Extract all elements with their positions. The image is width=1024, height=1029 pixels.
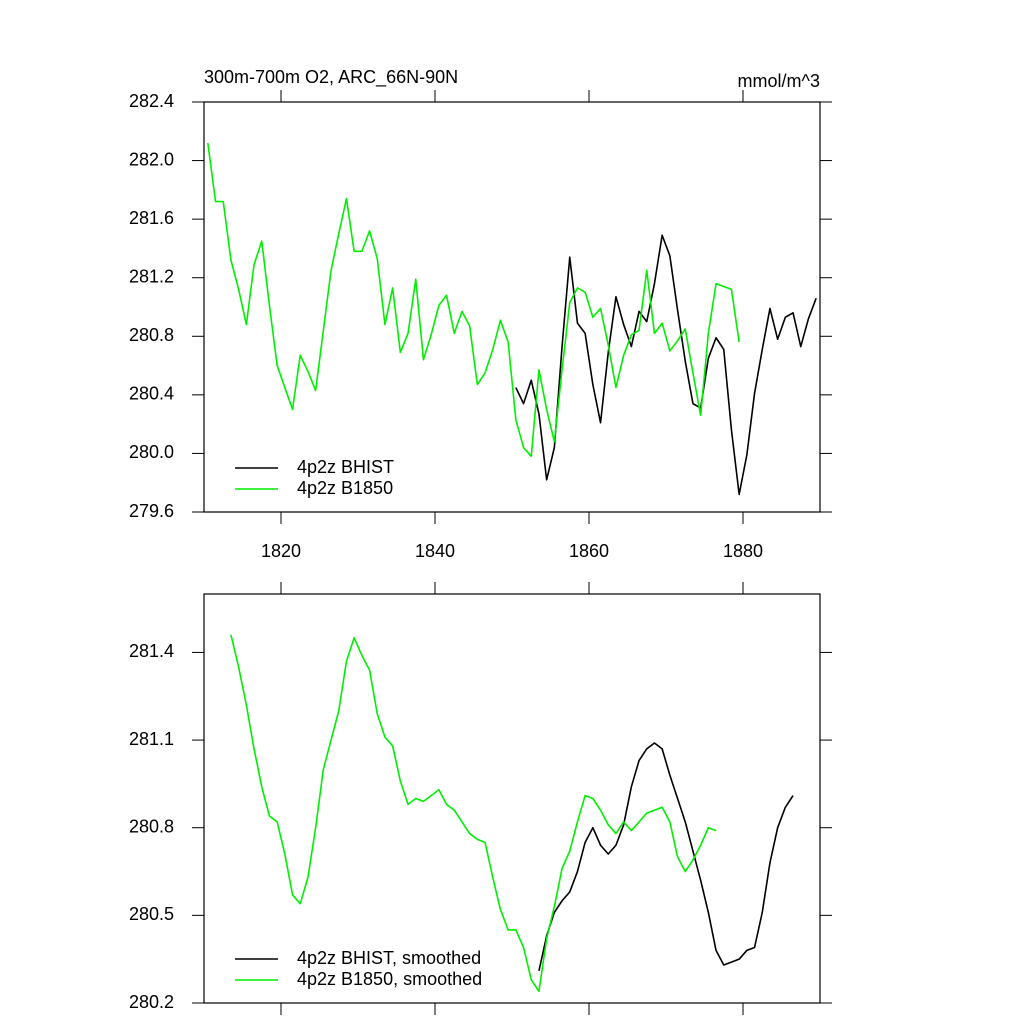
y-tick-label: 280.8	[129, 325, 174, 345]
units-label: mmol/m^3	[738, 71, 820, 91]
y-tick-label: 280.8	[129, 816, 174, 836]
plot-frame	[203, 101, 821, 513]
legend-label: 4p2z B1850	[297, 478, 393, 498]
y-tick-label: 281.6	[129, 208, 174, 228]
x-tick-label: 1840	[415, 541, 455, 561]
y-tick-label: 280.0	[129, 442, 174, 462]
legend-label: 4p2z BHIST, smoothed	[297, 948, 481, 968]
y-tick-label: 279.6	[129, 501, 174, 521]
y-tick-label: 282.0	[129, 149, 174, 169]
y-tick-label: 281.4	[129, 641, 174, 661]
chart-title: 300m-700m O2, ARC_66N-90N	[204, 67, 458, 88]
x-tick-label: 1860	[569, 541, 609, 561]
data-line	[230, 634, 717, 993]
data-line	[538, 742, 794, 972]
y-tick-label: 280.2	[129, 992, 174, 1012]
legend-label: 4p2z B1850, smoothed	[297, 969, 482, 989]
x-tick-label: 1820	[261, 541, 301, 561]
y-tick-label: 281.1	[129, 729, 174, 749]
x-tick-label: 1880	[723, 541, 763, 561]
y-tick-label: 280.4	[129, 384, 174, 404]
legend-label: 4p2z BHIST	[297, 457, 394, 477]
y-tick-label: 281.2	[129, 266, 174, 286]
y-tick-label: 282.4	[129, 91, 174, 111]
y-tick-label: 280.5	[129, 904, 174, 924]
data-line	[207, 142, 740, 458]
data-line	[515, 234, 817, 496]
plot-frame	[203, 593, 821, 1004]
